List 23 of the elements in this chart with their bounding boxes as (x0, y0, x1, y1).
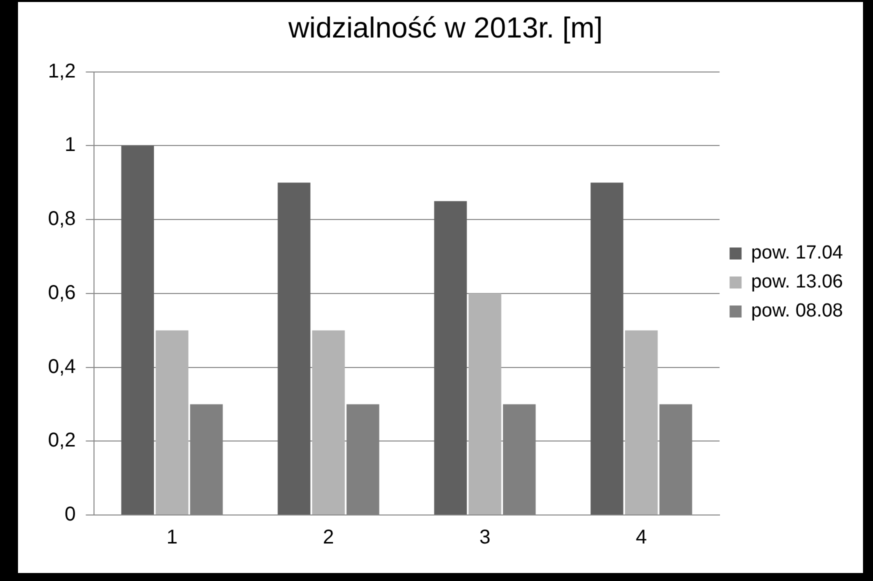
bar (625, 330, 658, 514)
y-tick-label: 0,6 (48, 282, 76, 304)
bar (468, 293, 502, 514)
bar (156, 330, 188, 514)
legend-label: pow. 13.06 (751, 272, 844, 293)
legend-label: pow. 08.08 (751, 300, 844, 322)
x-tick-label: 1 (166, 526, 178, 549)
bar (278, 182, 310, 514)
y-tick-label: 1,2 (48, 60, 76, 82)
bar (590, 182, 624, 514)
y-tick-label: 0,2 (48, 430, 76, 452)
y-tick-label: 0,8 (48, 208, 76, 230)
bar (121, 146, 154, 514)
y-tick-label: 1 (64, 134, 76, 156)
y-tick-label: 0 (64, 504, 76, 526)
bar (312, 330, 345, 514)
x-tick-label: 4 (636, 526, 647, 549)
x-tick-label: 3 (479, 526, 490, 549)
bar (434, 201, 467, 514)
y-tick-label: 0,4 (48, 356, 76, 378)
x-tick-label: 2 (322, 526, 334, 549)
legend-label: pow. 17.04 (751, 242, 844, 264)
chart-title: widzialność w 2013r. [m] (287, 12, 603, 44)
